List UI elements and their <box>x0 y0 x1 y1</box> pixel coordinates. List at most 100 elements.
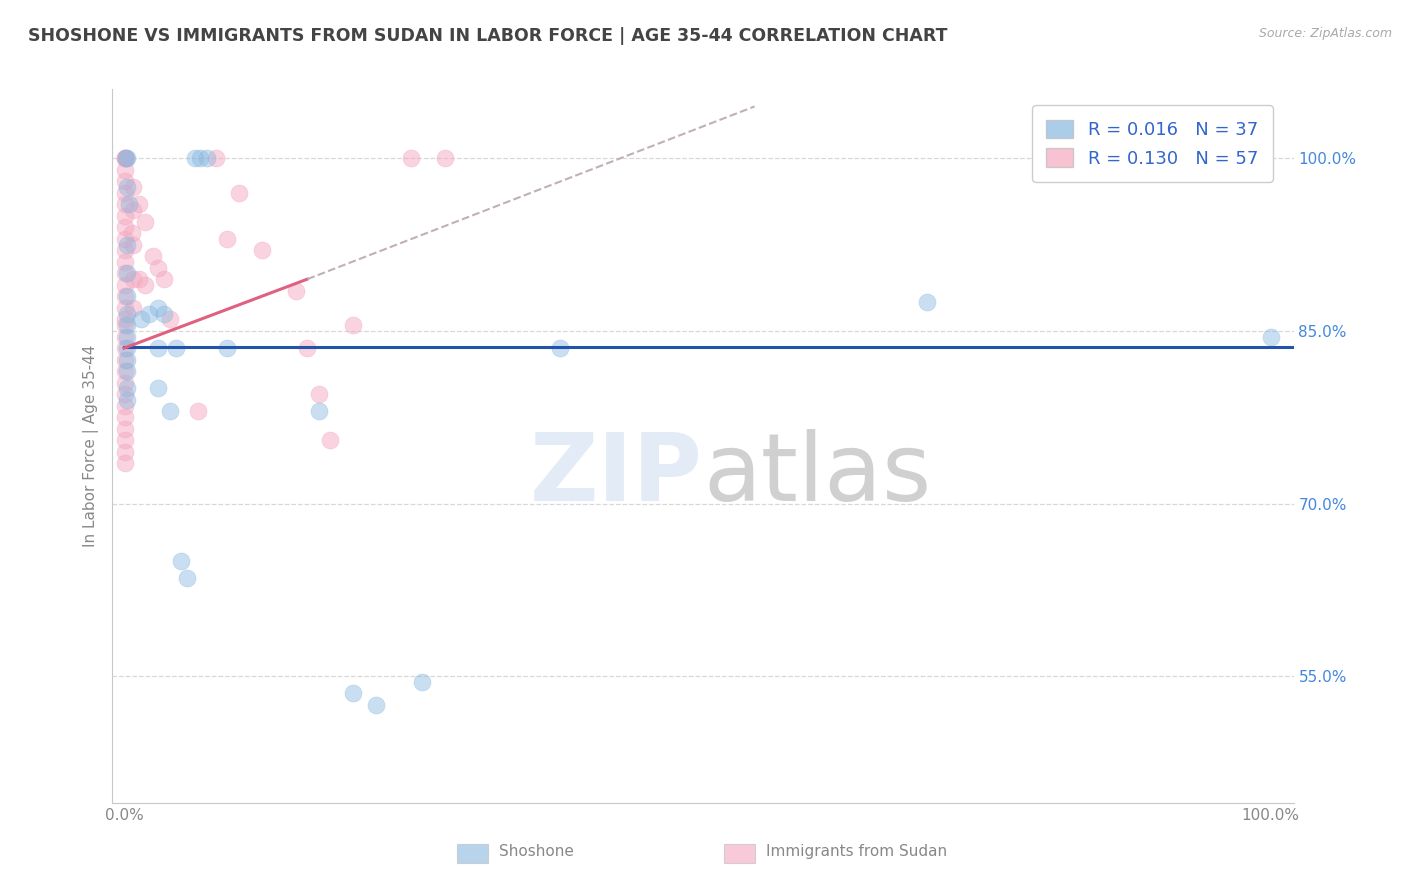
Point <box>342 686 364 700</box>
Point <box>117 237 139 252</box>
Point <box>117 352 139 367</box>
Point <box>114 255 136 269</box>
Point <box>122 202 145 217</box>
Point <box>117 329 139 343</box>
Point <box>148 260 170 275</box>
Point <box>204 151 226 165</box>
Point <box>114 410 136 425</box>
Point <box>122 180 145 194</box>
Point <box>114 329 136 343</box>
Point <box>142 249 165 263</box>
Point <box>319 434 342 448</box>
Point <box>114 186 136 200</box>
Point <box>117 289 139 303</box>
Point <box>184 151 207 165</box>
Point <box>114 151 136 165</box>
Point <box>134 214 156 228</box>
Point <box>217 341 239 355</box>
Point <box>117 392 139 407</box>
Point <box>195 151 218 165</box>
Point <box>117 151 139 165</box>
Point <box>114 318 136 333</box>
Point <box>148 301 170 315</box>
Y-axis label: In Labor Force | Age 35-44: In Labor Force | Age 35-44 <box>83 345 98 547</box>
Point <box>153 307 176 321</box>
Point <box>114 376 136 390</box>
Point <box>122 301 145 315</box>
Point <box>342 318 364 333</box>
Point <box>114 301 136 315</box>
Point <box>114 312 136 326</box>
Point <box>114 352 136 367</box>
Point <box>138 307 160 321</box>
Point <box>217 232 239 246</box>
Point <box>114 162 136 177</box>
Point <box>122 272 145 286</box>
Point <box>548 341 571 355</box>
Point <box>114 434 136 448</box>
Point <box>117 307 139 321</box>
Point <box>915 295 938 310</box>
Point <box>366 698 388 712</box>
Point <box>128 197 150 211</box>
Point <box>114 341 136 355</box>
Point <box>411 675 433 690</box>
Text: SHOSHONE VS IMMIGRANTS FROM SUDAN IN LABOR FORCE | AGE 35-44 CORRELATION CHART: SHOSHONE VS IMMIGRANTS FROM SUDAN IN LAB… <box>28 27 948 45</box>
Point <box>114 289 136 303</box>
Point <box>115 151 138 165</box>
Point <box>114 456 136 470</box>
Point <box>114 277 136 292</box>
Point <box>117 197 139 211</box>
Point <box>117 364 139 378</box>
Point <box>188 151 211 165</box>
Point <box>159 312 181 326</box>
Point <box>308 387 330 401</box>
Point <box>129 312 152 326</box>
Text: atlas: atlas <box>703 428 931 521</box>
Point <box>114 364 136 378</box>
Point <box>134 277 156 292</box>
Point <box>159 404 181 418</box>
Point <box>1260 329 1282 343</box>
Point <box>148 381 170 395</box>
Point <box>399 151 422 165</box>
Point <box>114 266 136 280</box>
Point <box>117 341 139 355</box>
Point <box>170 554 193 568</box>
Point <box>114 174 136 188</box>
Point <box>176 571 198 585</box>
Point <box>308 404 330 418</box>
Point <box>114 197 136 211</box>
Legend: R = 0.016   N = 37, R = 0.130   N = 57: R = 0.016 N = 37, R = 0.130 N = 57 <box>1032 105 1272 182</box>
Text: Immigrants from Sudan: Immigrants from Sudan <box>766 845 948 859</box>
Text: ZIP: ZIP <box>530 428 703 521</box>
Point <box>165 341 187 355</box>
Point <box>117 266 139 280</box>
Point <box>114 399 136 413</box>
Point <box>148 341 170 355</box>
Point <box>114 232 136 246</box>
Text: Source: ZipAtlas.com: Source: ZipAtlas.com <box>1258 27 1392 40</box>
Point <box>114 151 136 165</box>
Point <box>114 422 136 436</box>
Point <box>114 244 136 258</box>
Point <box>114 151 136 165</box>
Point <box>122 237 145 252</box>
Point <box>117 180 139 194</box>
Point <box>153 272 176 286</box>
Point <box>114 209 136 223</box>
Point <box>114 220 136 235</box>
Point <box>117 318 139 333</box>
Point <box>117 381 139 395</box>
Point <box>187 404 209 418</box>
Point <box>297 341 319 355</box>
Point <box>250 244 273 258</box>
Point <box>114 387 136 401</box>
Point <box>228 186 250 200</box>
Point <box>114 444 136 458</box>
Point <box>434 151 457 165</box>
Point <box>128 272 150 286</box>
Point <box>121 226 143 240</box>
Text: Shoshone: Shoshone <box>499 845 574 859</box>
Point <box>284 284 307 298</box>
